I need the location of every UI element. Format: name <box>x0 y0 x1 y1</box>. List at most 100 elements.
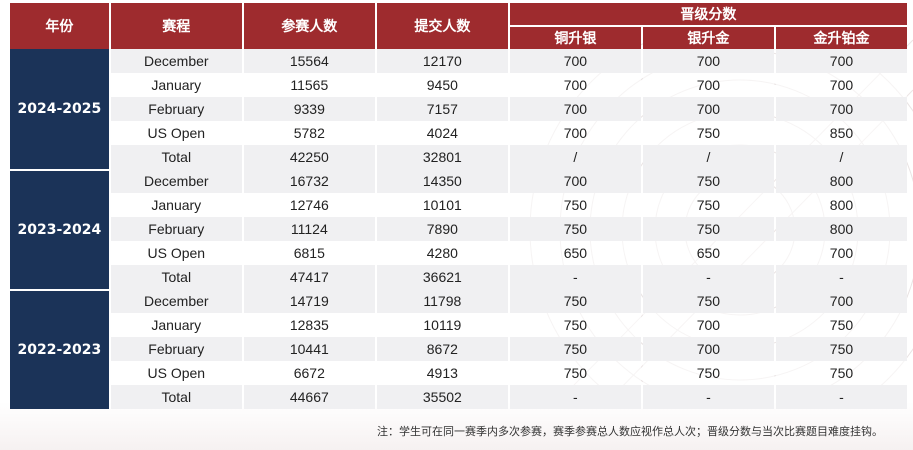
gold-platinum-cell: - <box>775 265 907 289</box>
table-row: Total 44667 35502- - - <box>10 385 907 409</box>
event-cell: February <box>110 97 242 121</box>
submissions-cell: 4280 <box>376 241 508 265</box>
event-cell: Total <box>110 145 242 169</box>
gold-platinum-cell: 750 <box>775 337 907 361</box>
event-cell: December <box>110 289 242 313</box>
participants-cell: 42250 <box>243 145 375 169</box>
promotion-table: 年份 赛程 参赛人数 提交人数 晋级分数 铜升银 银升金 金升铂金 2024-2… <box>8 3 909 409</box>
table-row: 2022-2023 December 14719 11798 750 750 700 <box>10 289 907 409</box>
table-row: US Open 6815 4280 650 650 700 <box>10 241 907 265</box>
footnote: 注：学生可在同一赛季内多次参赛，赛季参赛总人数应视作总人次；晋级分数与当次比赛题… <box>377 425 883 438</box>
table-row: February 10441 8672 750 700 750 <box>10 337 907 361</box>
table-row: 2024-2025 December 15564 12170 700 700 700 <box>10 49 907 169</box>
header-year: 年份 <box>10 3 109 49</box>
event-cell: Total <box>110 265 242 289</box>
table-row: February 9339 7157 700 700 700 <box>10 97 907 121</box>
gold-platinum-cell: 800 <box>775 193 907 217</box>
bronze-silver-cell: 700 <box>509 73 641 97</box>
gold-platinum-cell: 700 <box>775 73 907 97</box>
silver-gold-cell: / <box>642 145 774 169</box>
table-body: 2024-2025 December 15564 12170 700 700 700 Janu… <box>10 49 907 409</box>
bronze-silver-cell: 700 <box>509 169 641 193</box>
table-row: January 12835 10119 750 700 750 <box>10 313 907 337</box>
bronze-silver-cell: 700 <box>509 49 641 73</box>
gold-platinum-cell: - <box>775 385 907 409</box>
participants-cell: 47417 <box>243 265 375 289</box>
participants-cell: 9339 <box>243 97 375 121</box>
silver-gold-cell: 750 <box>642 193 774 217</box>
silver-gold-cell: 650 <box>642 241 774 265</box>
header-event: 赛程 <box>110 3 242 49</box>
submissions-cell: 35502 <box>376 385 508 409</box>
submissions-cell: 10101 <box>376 193 508 217</box>
event-cell: February <box>110 337 242 361</box>
participants-cell: 15564 <box>243 49 375 73</box>
silver-gold-cell: 700 <box>642 313 774 337</box>
submissions-cell: 4913 <box>376 361 508 385</box>
bronze-silver-cell: 650 <box>509 241 641 265</box>
bronze-silver-cell: 750 <box>509 361 641 385</box>
bronze-silver-cell: 750 <box>509 217 641 241</box>
silver-gold-cell: - <box>642 385 774 409</box>
participants-cell: 5782 <box>243 121 375 145</box>
submissions-cell: 14350 <box>376 169 508 193</box>
silver-gold-cell: 750 <box>642 289 774 313</box>
gold-platinum-cell: 700 <box>775 289 907 313</box>
footer-band <box>0 402 913 450</box>
silver-gold-cell: 700 <box>642 97 774 121</box>
table-row: February 11124 7890 750 750 800 <box>10 217 907 241</box>
header-gold-platinum: 金升铂金 <box>775 27 907 49</box>
bronze-silver-cell: 750 <box>509 193 641 217</box>
gold-platinum-cell: 750 <box>775 361 907 385</box>
header-bronze-silver: 铜升银 <box>509 27 641 49</box>
event-cell: December <box>110 49 242 73</box>
participants-cell: 14719 <box>243 289 375 313</box>
gold-platinum-cell: 750 <box>775 313 907 337</box>
participants-cell: 6672 <box>243 361 375 385</box>
silver-gold-cell: 700 <box>642 73 774 97</box>
submissions-cell: 7157 <box>376 97 508 121</box>
submissions-cell: 11798 <box>376 289 508 313</box>
submissions-cell: 4024 <box>376 121 508 145</box>
header-participants: 参赛人数 <box>243 3 375 49</box>
table-row: Total 47417 36621- - - <box>10 265 907 289</box>
header-promotion: 晋级分数 <box>509 3 907 27</box>
event-cell: January <box>110 73 242 97</box>
submissions-cell: 9450 <box>376 73 508 97</box>
submissions-cell: 8672 <box>376 337 508 361</box>
table-row: US Open 6672 4913 750 750 750 <box>10 361 907 385</box>
event-cell: US Open <box>110 121 242 145</box>
gold-platinum-cell: 700 <box>775 97 907 121</box>
silver-gold-cell: 750 <box>642 361 774 385</box>
gold-platinum-cell: 800 <box>775 217 907 241</box>
bronze-silver-cell: 700 <box>509 121 641 145</box>
event-cell: US Open <box>110 241 242 265</box>
silver-gold-cell: 750 <box>642 121 774 145</box>
silver-gold-cell: - <box>642 265 774 289</box>
gold-platinum-cell: 850 <box>775 121 907 145</box>
silver-gold-cell: 750 <box>642 217 774 241</box>
table-row: Total 42250 32801// / <box>10 145 907 169</box>
participants-cell: 10441 <box>243 337 375 361</box>
participants-cell: 44667 <box>243 385 375 409</box>
event-cell: January <box>110 193 242 217</box>
table-row: January 12746 10101 750 750 800 <box>10 193 907 217</box>
gold-platinum-cell: 700 <box>775 241 907 265</box>
gold-platinum-cell: / <box>775 145 907 169</box>
event-cell: US Open <box>110 361 242 385</box>
event-cell: December <box>110 169 242 193</box>
participants-cell: 12746 <box>243 193 375 217</box>
table-row: January 11565 9450 700 700 700 <box>10 73 907 97</box>
silver-gold-cell: 700 <box>642 337 774 361</box>
bronze-silver-cell: 750 <box>509 313 641 337</box>
submissions-cell: 32801 <box>376 145 508 169</box>
table-row: 2023-2024 December 16732 14350 700 750 800 <box>10 169 907 289</box>
gold-platinum-cell: 700 <box>775 49 907 73</box>
header-silver-gold: 银升金 <box>642 27 774 49</box>
bronze-silver-cell: - <box>509 385 641 409</box>
submissions-cell: 12170 <box>376 49 508 73</box>
table-row: US Open 5782 4024 700 750 850 <box>10 121 907 145</box>
silver-gold-cell: 700 <box>642 49 774 73</box>
season-year: 2022-2023 <box>10 289 109 409</box>
season-year: 2024-2025 <box>10 49 109 169</box>
